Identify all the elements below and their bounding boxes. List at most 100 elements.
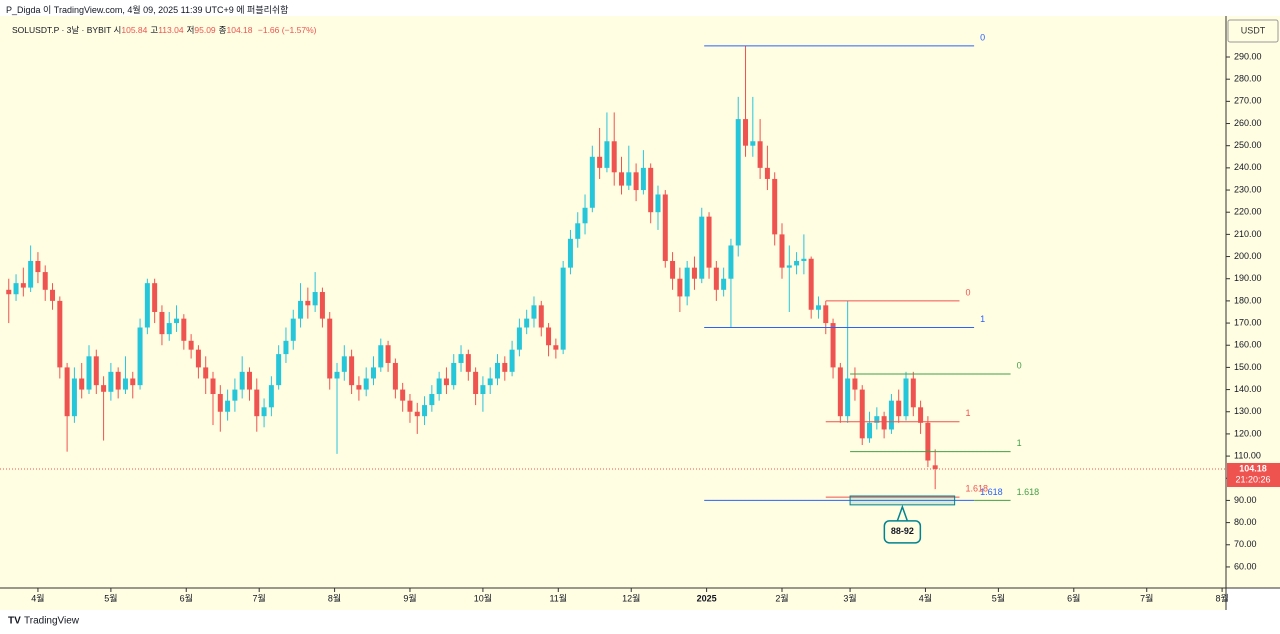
- y-tick-label: 180.00: [1234, 295, 1262, 305]
- candle-body: [823, 305, 829, 324]
- candle-body: [188, 340, 194, 350]
- y-tick-label: 190.00: [1234, 273, 1262, 283]
- candle-body: [794, 260, 800, 266]
- candle-body: [254, 389, 260, 417]
- candle-body: [502, 362, 508, 372]
- candle-body: [392, 362, 398, 390]
- price-axis-background: [1226, 16, 1280, 588]
- candle-body: [772, 178, 778, 235]
- x-tick-label: 9월: [403, 592, 416, 603]
- candle-body: [604, 141, 610, 168]
- candle-body: [290, 318, 296, 341]
- candle-body: [852, 378, 858, 390]
- x-tick-label: 5월: [104, 592, 117, 603]
- y-tick-label: 60.00: [1234, 561, 1257, 571]
- candles: [6, 45, 938, 490]
- fib-label: 1.618: [980, 487, 1003, 497]
- candle-body: [101, 385, 107, 392]
- candle-body: [691, 267, 697, 279]
- candle-body: [28, 260, 34, 288]
- candle-body: [174, 318, 180, 324]
- candle-body: [6, 289, 12, 295]
- candle-body: [422, 405, 428, 417]
- x-tick-label: 6월: [180, 592, 193, 603]
- candle-body: [298, 300, 304, 319]
- candle-body: [524, 318, 530, 328]
- candle-body: [684, 267, 690, 297]
- x-tick-label: 4월: [919, 592, 932, 603]
- fib-label: 1.618: [1017, 487, 1040, 497]
- currency-label: USDT: [1241, 25, 1266, 35]
- candle-body: [210, 378, 216, 395]
- ohlc-value: 95.09: [194, 25, 216, 35]
- candle-body: [560, 267, 566, 350]
- candle-body: [567, 238, 573, 268]
- ohlc-label: 고: [150, 25, 159, 35]
- candle-body: [538, 305, 544, 328]
- candle-body: [859, 389, 865, 439]
- candle-body: [553, 345, 559, 350]
- candle-body: [305, 300, 311, 306]
- currency-box: [1227, 19, 1279, 43]
- candle-body: [144, 283, 150, 328]
- candle-body: [451, 362, 457, 386]
- ohlc-value: 104.18: [226, 25, 253, 35]
- y-tick-label: 250.00: [1234, 140, 1262, 150]
- x-tick-label: 2월: [775, 592, 788, 603]
- candle-body: [516, 327, 522, 350]
- y-tick-label: 230.00: [1234, 184, 1262, 194]
- candle-body: [93, 356, 99, 386]
- candle-body: [465, 354, 471, 372]
- candle-body: [443, 378, 449, 386]
- x-tick-label: 4월: [31, 592, 44, 603]
- candle-body: [407, 400, 413, 412]
- candle-body: [341, 356, 347, 372]
- x-tick-label: 7월: [1140, 592, 1153, 603]
- candle-body: [108, 371, 114, 392]
- candle-body: [13, 283, 19, 295]
- ohlc-value: 113.04: [158, 25, 184, 35]
- candle-body: [721, 278, 727, 290]
- x-tick-label: 3월: [843, 592, 856, 603]
- candle-body: [611, 141, 617, 173]
- target-zone: [849, 495, 956, 506]
- candle-body: [166, 323, 172, 335]
- candle-body: [370, 367, 376, 379]
- candle-body: [327, 318, 333, 379]
- candle-body: [808, 258, 814, 310]
- candle-body: [648, 167, 654, 213]
- y-tick-label: 220.00: [1234, 207, 1262, 217]
- y-tick-label: 240.00: [1234, 162, 1262, 172]
- candle-body: [779, 234, 785, 268]
- x-tick-label: 12월: [622, 592, 640, 603]
- candle-body: [932, 465, 938, 469]
- y-tick-label: 160.00: [1234, 340, 1262, 350]
- x-tick-label: 6월: [1067, 592, 1080, 603]
- publisher: P_Digda 이 TradingView.com, 4월 09, 2025 1…: [6, 5, 289, 15]
- candle-body: [764, 167, 770, 179]
- candle-body: [743, 119, 749, 146]
- y-tick-label: 210.00: [1234, 229, 1262, 239]
- y-tick-label: 120.00: [1234, 428, 1262, 438]
- callout-box: [883, 520, 922, 544]
- plot-background: [0, 16, 1226, 588]
- price-tag: [1227, 462, 1280, 487]
- candle-body: [582, 207, 588, 224]
- candle-body: [815, 305, 821, 310]
- candle-body: [35, 260, 41, 273]
- candle-body: [874, 416, 880, 423]
- candle-body: [458, 354, 464, 363]
- candle-body: [71, 378, 77, 417]
- y-tick-label: 110.00: [1234, 450, 1261, 460]
- candle-body: [881, 416, 887, 430]
- candle-body: [86, 356, 92, 390]
- x-tick-label: 10월: [474, 592, 492, 603]
- candle-body: [356, 385, 362, 390]
- x-tick-label: 11월: [549, 592, 567, 603]
- candle-body: [925, 422, 931, 461]
- candle-body: [115, 371, 121, 390]
- candle-body: [159, 311, 165, 335]
- candle-body: [414, 411, 420, 417]
- candle-body: [589, 156, 595, 208]
